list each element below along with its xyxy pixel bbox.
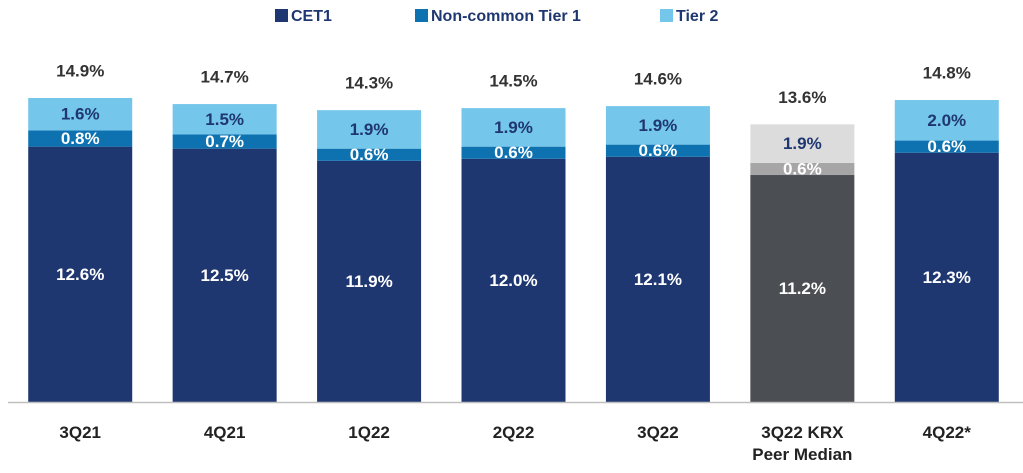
x-tick-label-box: 3Q22 KRX Peer Median	[752, 423, 853, 464]
data-label: 11.9%	[345, 272, 392, 291]
bar-segment	[605, 156, 710, 402]
x-tick-label-box: 4Q21	[203, 423, 246, 442]
x-tick-label: 3Q22	[637, 423, 679, 442]
x-tick-label-box: 1Q22	[348, 423, 390, 442]
total-label: 14.7%	[201, 68, 249, 87]
data-label: 0.6%	[639, 141, 678, 160]
bar-segment	[28, 98, 133, 131]
legend-label: CET1	[291, 8, 332, 25]
x-tick-label: 1Q22	[348, 423, 390, 442]
data-label: 12.6%	[56, 265, 104, 284]
data-label: 11.2%	[779, 279, 826, 298]
bar-segment	[750, 175, 855, 402]
bar-segment	[172, 134, 277, 149]
x-tick-label: 3Q22 KRX Peer Median	[752, 423, 853, 464]
legend-swatch	[275, 9, 288, 22]
data-label: 2.0%	[927, 111, 966, 130]
bar-segment	[172, 148, 277, 402]
bar-segment	[28, 130, 133, 147]
bar-segment	[894, 140, 999, 153]
x-tick-label-box: 2Q22	[492, 423, 535, 442]
x-tick-label: 2Q22	[492, 423, 535, 442]
data-label: 1.6%	[61, 105, 100, 124]
x-tick-label-box: 3Q22	[637, 423, 679, 442]
bar-segment	[317, 160, 422, 402]
data-label: 12.5%	[201, 266, 249, 285]
bar-segment	[461, 158, 566, 402]
data-label: 1.9%	[639, 116, 678, 135]
bar-segment	[605, 106, 710, 145]
data-label: 1.5%	[205, 110, 244, 129]
bar-segment	[28, 146, 133, 402]
data-label: 1.9%	[494, 118, 533, 137]
x-tick-label: 4Q21	[203, 423, 246, 442]
data-label: 0.6%	[350, 145, 389, 164]
data-label: 12.1%	[634, 270, 682, 289]
bar-segment	[172, 104, 277, 135]
bar-segment	[461, 146, 566, 159]
x-tick-label-box: 3Q21	[59, 423, 101, 442]
data-label: 12.0%	[489, 271, 537, 290]
legend-label: Tier 2	[676, 8, 719, 25]
x-tick-label: 4Q22*	[922, 423, 971, 442]
total-label: 14.6%	[634, 70, 682, 89]
bar-segment	[750, 162, 855, 176]
legend-swatch	[415, 9, 428, 22]
data-label: 0.6%	[783, 159, 822, 178]
bar-segment	[750, 124, 855, 163]
bar-segment	[461, 108, 566, 147]
x-tick-label-box: 4Q22*	[922, 423, 971, 442]
bar-segment	[317, 148, 422, 161]
total-label: 14.3%	[345, 74, 393, 93]
bar-segment	[605, 144, 710, 157]
bar-segment	[317, 110, 422, 149]
total-label: 14.9%	[56, 61, 104, 80]
bar-segment	[894, 100, 999, 141]
data-label: 0.6%	[494, 143, 533, 162]
total-label: 13.6%	[778, 88, 826, 107]
data-label: 1.9%	[783, 134, 822, 153]
bar-segment	[894, 152, 999, 402]
x-tick-label: 3Q21	[59, 423, 101, 442]
legend-label: Non-common Tier 1	[431, 8, 581, 25]
data-label: 12.3%	[923, 268, 971, 287]
data-label: 0.7%	[205, 132, 244, 151]
data-label: 0.8%	[61, 129, 100, 148]
legend-swatch	[660, 9, 673, 22]
total-label: 14.8%	[923, 64, 971, 83]
total-label: 14.5%	[489, 72, 537, 91]
data-label: 1.9%	[350, 120, 389, 139]
data-label: 0.6%	[927, 137, 966, 156]
